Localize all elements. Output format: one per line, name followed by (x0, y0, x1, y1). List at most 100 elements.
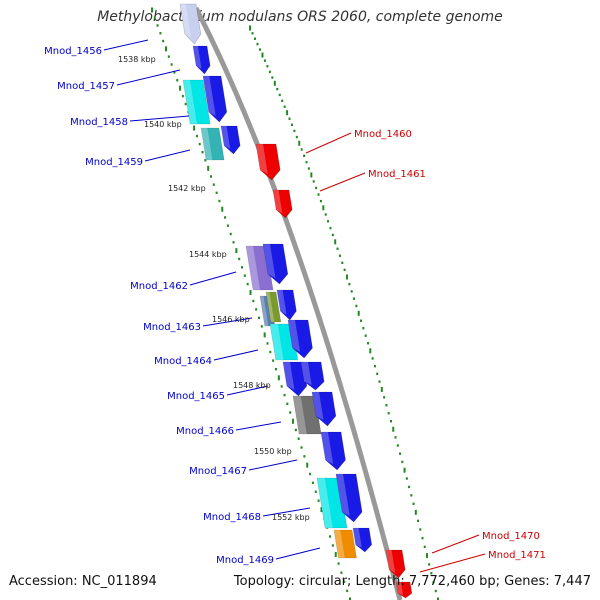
inner-ruler-dot (235, 248, 238, 254)
outer-ruler-dot (261, 52, 264, 58)
cds-1459-arrow (220, 125, 241, 155)
cds-1463b-block (265, 291, 282, 323)
gene-label-mnod_1466[interactable]: Mnod_1466 (176, 426, 234, 437)
leader-line (275, 547, 321, 560)
outer-ruler-dot (278, 93, 281, 97)
inner-ruler-dot (317, 499, 320, 502)
outer-ruler-dot (392, 426, 395, 432)
inner-ruler-dot (162, 39, 165, 43)
outer-ruler-dot (251, 32, 254, 35)
outer-ruler-dot (401, 460, 404, 464)
outer-ruler-dot (405, 477, 408, 480)
inner-ruler-dot (209, 175, 212, 178)
inner-ruler-dot (153, 16, 156, 19)
outer-ruler-dot (322, 205, 325, 211)
outer-ruler-dot (434, 589, 437, 593)
gene-label-mnod_1463[interactable]: Mnod_1463 (143, 322, 201, 333)
ruler-tick-label: 1550 kbp (254, 447, 292, 456)
inner-ruler-dot (337, 562, 340, 565)
leader-line (319, 172, 366, 192)
leader-line (189, 271, 237, 286)
inner-ruler-dot (252, 299, 255, 303)
ruler-tick-label: 1552 kbp (272, 513, 310, 522)
outer-ruler-dot (419, 528, 422, 531)
outer-ruler-dot (423, 545, 426, 549)
inner-ruler-dot (238, 257, 241, 261)
cds-1468-arrow (335, 473, 363, 523)
inner-ruler-dot (311, 481, 314, 485)
outer-ruler-dot (394, 436, 397, 439)
inner-ruler-dot (204, 159, 207, 162)
ruler-tick-label: 1544 kbp (189, 250, 227, 259)
ruler-tick-label: 1546 kbp (212, 315, 250, 324)
inner-ruler-dot (314, 490, 317, 493)
leader-line (235, 421, 282, 431)
gene-label-mnod_1469[interactable]: Mnod_1469 (216, 555, 274, 566)
cds-1467-arrow (320, 431, 346, 471)
cds-1460-arrow (255, 143, 281, 181)
cds-1465-arrow (282, 361, 308, 397)
inner-ruler-dot (320, 507, 323, 513)
inner-ruler-dot (349, 597, 351, 600)
cds-1466-arrow (311, 391, 337, 427)
inner-ruler-dot (221, 206, 224, 212)
leader-line (116, 69, 181, 86)
gene-label-mnod_1460[interactable]: Mnod_1460 (354, 129, 412, 140)
gene-label-mnod_1458[interactable]: Mnod_1458 (70, 117, 128, 128)
inner-ruler-dot (184, 102, 187, 106)
inner-ruler-dot (272, 359, 275, 362)
inner-ruler-dot (303, 455, 306, 458)
leader-line (213, 349, 259, 361)
inner-ruler-dot (274, 367, 277, 371)
outer-ruler-dot (336, 247, 339, 250)
gene-label-mnod_1464[interactable]: Mnod_1464 (154, 356, 212, 367)
cds-1459-block (200, 127, 225, 161)
inner-ruler-dot (263, 332, 266, 338)
leader-line (248, 459, 298, 471)
gene-label-mnod_1470[interactable]: Mnod_1470 (482, 531, 540, 542)
outer-ruler-dot (355, 304, 358, 308)
outer-ruler-dot (414, 509, 417, 515)
gene-label-mnod_1457[interactable]: Mnod_1457 (57, 81, 115, 92)
outer-ruler-dot (437, 597, 439, 600)
outer-ruler-dot (399, 452, 402, 455)
inner-ruler-dot (176, 79, 179, 82)
gene-label-mnod_1456[interactable]: Mnod_1456 (44, 46, 102, 57)
genome-summary-text: Topology: circular; Length: 7,772,460 bp… (233, 574, 591, 589)
leader-line (129, 115, 190, 122)
gene-label-mnod_1467[interactable]: Mnod_1467 (189, 466, 247, 477)
inner-ruler-dot (193, 125, 196, 131)
gene-label-mnod_1471[interactable]: Mnod_1471 (488, 550, 546, 561)
gene-label-mnod_1459[interactable]: Mnod_1459 (85, 157, 143, 168)
gene-label-mnod_1465[interactable]: Mnod_1465 (167, 391, 225, 402)
inner-ruler-dot (306, 462, 309, 468)
inner-ruler-dot (151, 7, 153, 13)
leader-line (144, 149, 191, 162)
outer-ruler-dot (378, 380, 381, 383)
inner-ruler-dot (289, 411, 292, 414)
outer-ruler-dot (376, 372, 379, 376)
gene-label-mnod_1468[interactable]: Mnod_1468 (203, 512, 261, 523)
cds-1457-arrow (202, 75, 228, 123)
gene-label-mnod_1462[interactable]: Mnod_1462 (130, 281, 188, 292)
outer-ruler-dot (425, 553, 428, 559)
outer-ruler-dot (348, 282, 351, 286)
outer-ruler-dot (366, 342, 369, 345)
label-leader-lines (103, 39, 486, 573)
gene-label-mnod_1461[interactable]: Mnod_1461 (368, 169, 426, 180)
outer-ruler-dot (315, 186, 318, 190)
outer-ruler-dot (317, 193, 320, 196)
inner-ruler-dot (198, 142, 201, 146)
inner-ruler-dot (201, 150, 204, 154)
outer-ruler-dot (307, 167, 310, 170)
outer-ruler-dot (256, 42, 259, 46)
inner-ruler-dot (207, 165, 210, 171)
inner-ruler-dot (309, 472, 312, 476)
inner-ruler-dot (269, 350, 272, 354)
inner-ruler-dot (232, 241, 235, 244)
outer-ruler-dot (266, 65, 269, 68)
inner-ruler-dot (283, 393, 286, 397)
outer-ruler-dot (369, 348, 372, 354)
inner-ruler-dot (246, 282, 249, 286)
inner-ruler-dot (255, 308, 258, 311)
